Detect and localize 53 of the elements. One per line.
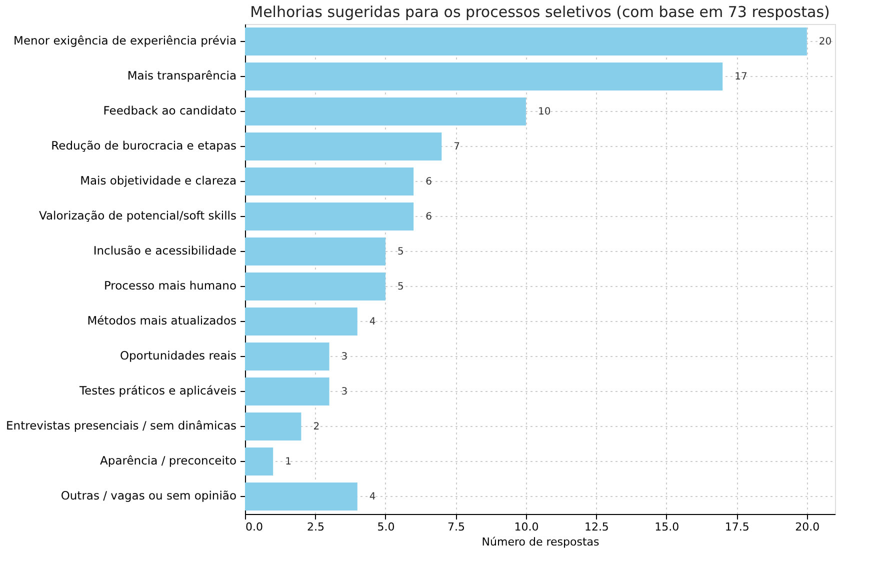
data-label: 17 xyxy=(734,72,748,82)
bar xyxy=(245,202,414,230)
y-tick-label: Testes práticos e aplicáveis xyxy=(78,384,237,398)
data-label: 4 xyxy=(369,492,376,502)
data-label: 3 xyxy=(341,386,348,398)
y-tick-label: Valorização de potencial/soft skills xyxy=(39,208,236,222)
bar xyxy=(245,342,330,370)
data-label: 1 xyxy=(285,456,292,468)
x-tick-label: 10.0 xyxy=(514,520,539,534)
bar xyxy=(245,62,723,90)
x-tick-label: 2.5 xyxy=(306,520,324,534)
bar xyxy=(245,168,414,196)
data-label: 2 xyxy=(313,422,320,432)
data-label: 10 xyxy=(538,106,551,118)
data-label: 6 xyxy=(426,176,432,188)
bar xyxy=(245,482,358,510)
y-tick-label: Feedback ao candidato xyxy=(103,104,236,118)
data-label: 7 xyxy=(454,142,460,152)
y-tick-label: Menor exigência de experiência prévia xyxy=(14,34,236,48)
x-tick-label: 5.0 xyxy=(377,520,395,534)
x-tick-label: 12.5 xyxy=(584,520,609,534)
x-tick-label: 15.0 xyxy=(654,520,680,534)
x-tick-label: 17.5 xyxy=(724,520,750,534)
data-label: 20 xyxy=(818,36,832,48)
data-label: 3 xyxy=(341,352,348,362)
x-tick-label: 0.0 xyxy=(246,520,263,534)
y-tick-label: Inclusão e acessibilidade xyxy=(93,244,236,258)
data-label: 6 xyxy=(426,212,432,222)
bar xyxy=(245,272,386,300)
bar xyxy=(245,28,807,56)
x-axis-title: Número de respostas xyxy=(482,536,600,548)
bar xyxy=(245,308,358,336)
bar xyxy=(245,412,302,440)
y-tick-label: Entrevistas presenciais / sem dinâmicas xyxy=(6,418,237,432)
bar xyxy=(245,378,330,406)
y-tick-label: Outras / vagas ou sem opinião xyxy=(60,488,236,502)
y-tick-label: Processo mais humano xyxy=(104,278,236,292)
y-tick-label: Mais objetividade e clareza xyxy=(80,174,236,188)
chart-title: Melhorias sugeridas para os processos seletivos (com base em 73 respostas) xyxy=(250,3,830,21)
y-tick-label: Redução de burocracia e etapas xyxy=(51,138,236,152)
bar xyxy=(245,98,526,126)
y-tick-label: Mais transparência xyxy=(127,68,236,82)
bar xyxy=(245,132,442,160)
y-tick-label: Aparência / preconceito xyxy=(100,454,236,468)
data-label: 5 xyxy=(397,282,404,292)
x-tick-label: 20.0 xyxy=(795,520,820,534)
bar xyxy=(245,448,274,476)
bar xyxy=(245,238,386,266)
data-label: 5 xyxy=(397,246,404,258)
x-tick-label: 7.5 xyxy=(447,520,465,534)
data-label: 4 xyxy=(369,316,376,328)
y-tick-label: Oportunidades reais xyxy=(120,348,236,362)
y-tick-label: Métodos mais atualizados xyxy=(87,314,237,328)
